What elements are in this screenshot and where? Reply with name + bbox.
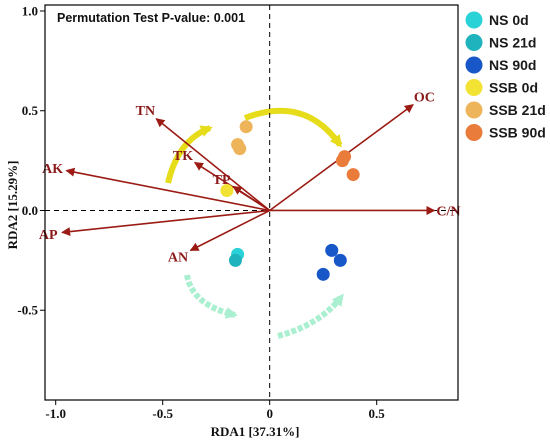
x-tick-label: -1.0 [45,406,66,421]
legend-marker-ns-90d [465,56,483,74]
x-tick-label: 0.5 [369,406,386,421]
vector-arrow-ak [65,167,270,212]
legend-label-ns-21d: NS 21d [489,35,536,51]
permutation-annotation: Permutation Test P-value: 0.001 [57,11,245,25]
vector-label-tn: TN [136,104,155,119]
trend-arrows [165,107,345,339]
x-tick-label: 0 [266,406,273,421]
zero-lines [45,5,458,400]
y-axis-ticks: -0.5 0.0 0.5 1.0 [17,3,45,318]
legend-label-ssb-0d: SSB 0d [489,80,538,96]
point-ssb-21d-3 [233,142,247,156]
legend-label-ssb-90d: SSB 90d [489,125,546,141]
legend-label-ssb-21d: SSB 21d [489,102,546,118]
point-ns-90d-2 [333,253,347,267]
point-ns-21d-1 [228,253,242,267]
vector-arrow-ap [61,209,270,237]
legend-label-ns-0d: NS 0d [489,12,529,28]
legend-marker-ssb-90d [465,124,483,141]
y-tick-label: 0.0 [22,203,38,218]
point-ns-90d-1 [325,243,339,257]
point-ssb-90d-2 [335,154,349,168]
vector-label-ap: AP [39,228,58,243]
vector-label-tk: TK [173,149,193,164]
yellow-arrow-top [243,107,343,148]
vector-label-cn: C/N [436,204,460,219]
legend-marker-ns-21d [465,34,483,51]
vector-arrow-an [189,209,271,252]
legend-marker-ns-0d [465,11,483,29]
legend: NS 0d NS 21d NS 90d SSB 0d SSB 21d SSB 90d [465,11,546,141]
plot-frame [44,4,459,401]
x-axis-title: RDA1 [37.31%] [211,424,300,439]
y-tick-label: 0.5 [22,103,39,118]
x-tick-label: -0.5 [152,406,173,421]
point-ssb-90d-3 [346,168,360,182]
legend-label-ns-90d: NS 90d [489,57,536,73]
y-axis-title: RDA2 [15.29%] [5,161,20,250]
x-axis-ticks: -1.0 -0.5 0 0.5 [45,400,385,421]
vector-label-an: AN [168,251,188,266]
legend-marker-ssb-21d [465,101,483,119]
mint-arrow-left [184,274,238,319]
y-tick-label: -0.5 [17,303,38,318]
vector-arrow-tn [155,118,271,212]
point-ns-90d-3 [316,267,330,281]
legend-marker-ssb-0d [465,79,483,96]
vector-label-oc: OC [414,90,435,105]
mint-arrow-right [277,293,345,339]
vector-arrow-tp [232,185,271,212]
point-ssb-21d-1 [239,120,253,134]
vector-label-ak: AK [42,162,63,177]
point-ssb-0d-1 [220,184,234,198]
sample-points [220,120,360,281]
yellow-arrow-left [165,125,213,184]
y-tick-label: 1.0 [22,3,38,18]
